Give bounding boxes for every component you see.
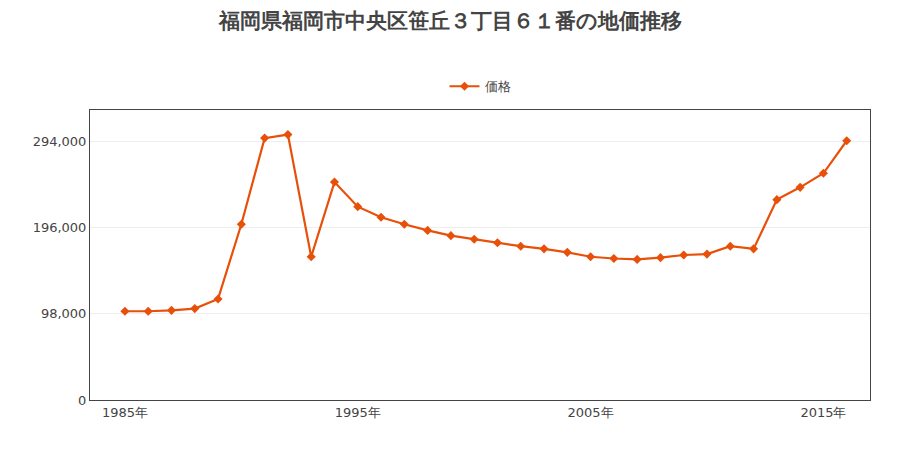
svg-text:98,000: 98,000 (41, 306, 87, 321)
svg-text:294,000: 294,000 (33, 134, 87, 149)
svg-text:0: 0 (78, 393, 86, 408)
svg-text:福岡県福岡市中央区笹丘３丁目６１番の地価推移: 福岡県福岡市中央区笹丘３丁目６１番の地価推移 (218, 9, 682, 33)
svg-text:2015年: 2015年 (800, 405, 846, 420)
svg-text:1985年: 1985年 (102, 405, 148, 420)
svg-text:2005年: 2005年 (568, 405, 614, 420)
svg-text:価格: 価格 (485, 79, 511, 94)
svg-text:1995年: 1995年 (335, 405, 381, 420)
svg-text:196,000: 196,000 (33, 220, 87, 235)
